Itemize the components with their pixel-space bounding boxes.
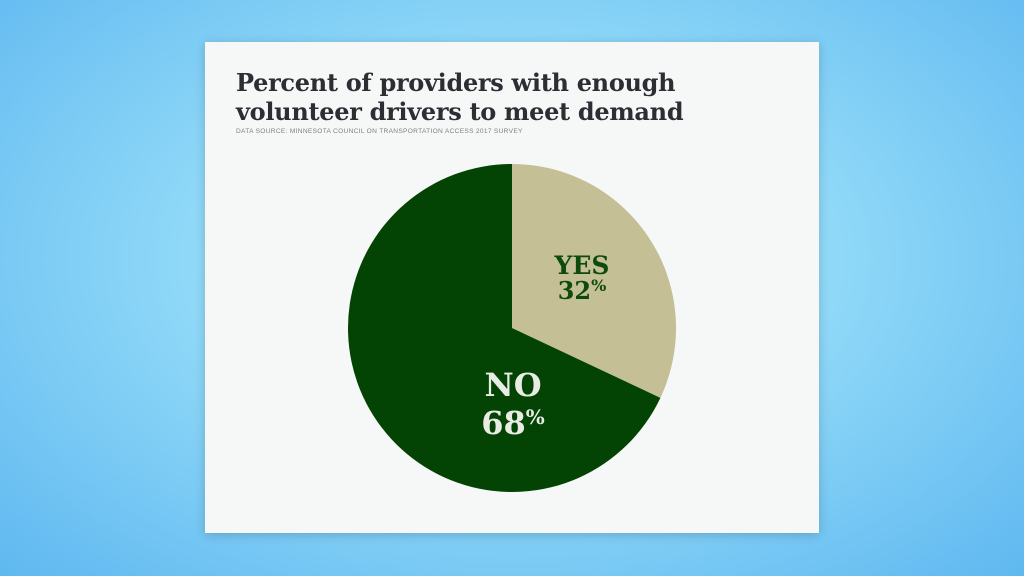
data-source-note: DATA SOURCE: MINNESOTA COUNCIL ON TRANSP… [236,128,523,135]
slice-value-number-no: 68 [481,404,526,442]
slice-label-yes: YES [554,251,610,280]
slice-value-unit-yes: % [591,276,606,295]
pie-chart: YES 32% NO 68% [347,164,676,492]
chart-card: Percent of providers with enough volunte… [205,42,819,533]
pie-slice-yes [512,164,676,398]
slice-value-no: 68% [481,404,545,442]
slice-label-no: NO [484,366,541,404]
slice-value-number-yes: 32 [558,276,591,305]
chart-title: Percent of providers with enough volunte… [236,68,684,126]
slice-value-unit-no: % [526,405,545,429]
slice-value-yes: 32% [558,276,607,305]
pie-slice-no [347,164,661,492]
